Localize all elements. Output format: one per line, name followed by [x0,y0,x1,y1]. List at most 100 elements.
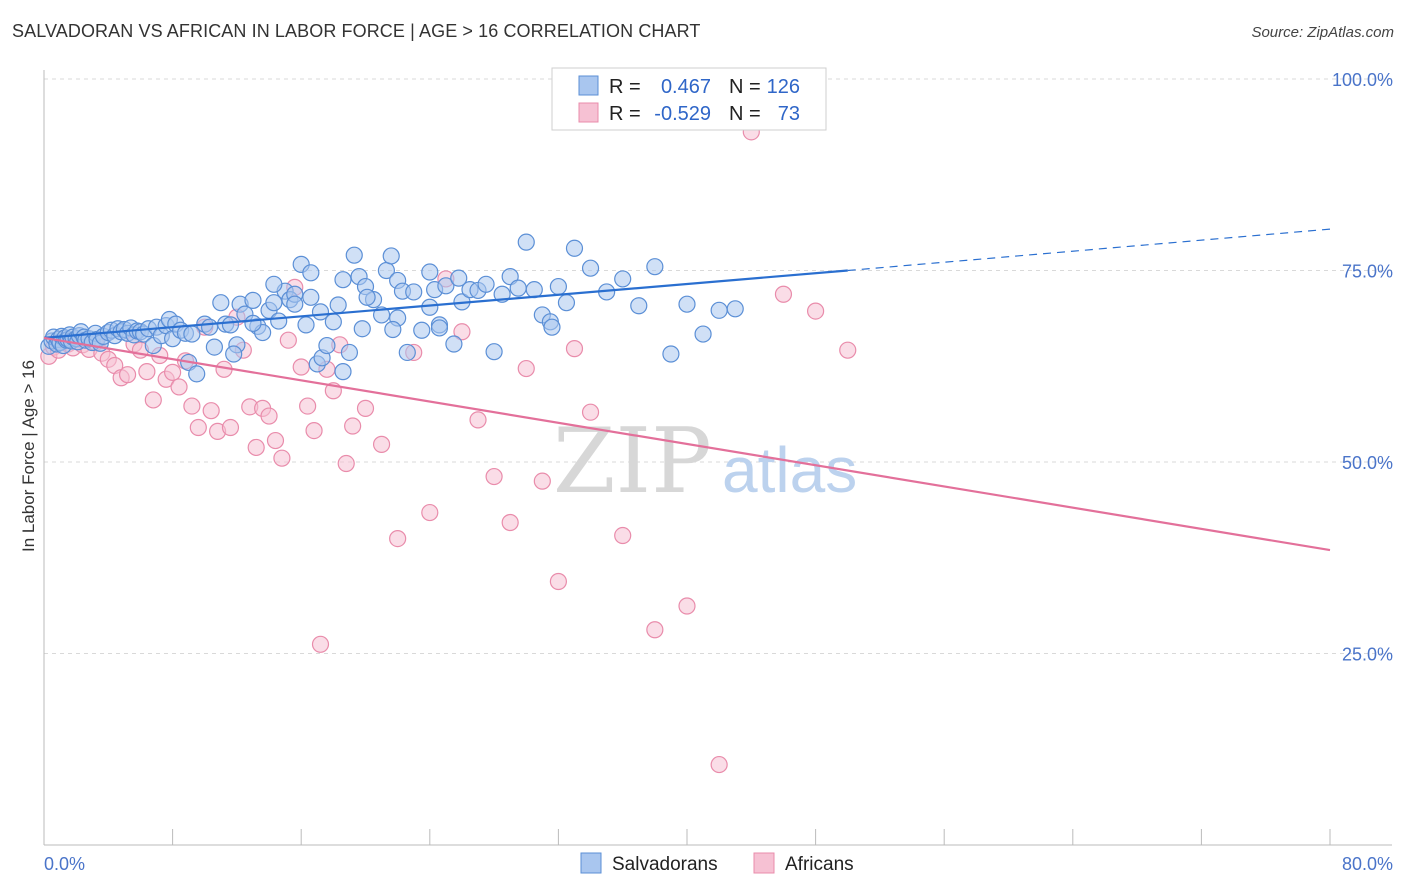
data-point-salvadorans [413,321,431,339]
y-tick-label: 75.0% [1342,262,1393,282]
data-point-salvadorans [358,288,376,306]
data-point-salvadorans [405,283,423,301]
grid-layer [44,78,1392,654]
data-point-africans [533,472,551,490]
data-point-africans [389,529,407,548]
bottom-legend-africans: Africans [785,854,854,875]
data-point-salvadorans [543,318,561,336]
stats-legend-r-label-1: R = [609,76,641,98]
data-point-salvadorans [678,295,696,313]
data-point-africans [260,407,278,425]
data-point-salvadorans [188,365,206,383]
data-point-africans [469,411,487,429]
bottom-legend-swatch-africans [753,852,775,874]
watermark: ZIP atlas [553,409,857,514]
data-point-salvadorans [334,271,352,289]
data-point-africans [305,421,323,440]
axes-layer [43,70,1392,846]
data-point-salvadorans [565,239,584,257]
chart-title: SALVADORAN VS AFRICAN IN LABOR FORCE | A… [12,21,701,41]
data-point-salvadorans [384,320,402,339]
data-point-africans [614,526,632,545]
data-point-salvadorans [340,343,359,362]
series-salvadorans [40,233,744,383]
data-point-salvadorans [382,247,400,265]
trendline-salvadorans [43,269,848,340]
data-point-africans [678,597,696,615]
data-point-africans [138,363,156,381]
bottom-legend-swatch-salvadorans [580,852,602,874]
data-point-salvadorans [200,318,219,336]
data-point-salvadorans [421,263,439,281]
stats-legend-r-label-2: R = [609,103,641,125]
stats-legend-swatch-blue [578,75,599,96]
stats-legend-n-value-2: 73 [778,103,800,125]
data-point-salvadorans [265,275,283,293]
data-point-salvadorans [353,320,371,338]
y-axis-label: In Labor Force | Age > 16 [19,360,38,552]
data-point-salvadorans [557,294,576,312]
data-point-salvadorans [311,303,330,321]
x-tick-label: 80.0% [1342,854,1393,874]
data-point-africans [646,621,664,639]
data-point-salvadorans [477,275,495,293]
data-point-africans [118,366,137,384]
data-point-salvadorans [549,277,568,296]
data-point-salvadorans [225,345,243,363]
data-point-africans [311,635,330,653]
data-point-salvadorans [630,297,648,315]
data-point-africans [774,285,793,303]
data-point-africans [164,363,182,381]
trendline-salvadorans-extension [847,228,1331,272]
data-point-salvadorans [398,343,416,362]
stats-legend-n-label-1: N = [729,76,761,98]
data-point-africans [247,438,265,457]
bottom-legend: Salvadorans Africans [580,852,854,875]
data-point-africans [581,403,600,421]
data-point-africans [372,435,391,453]
data-point-africans [421,503,439,522]
data-point-salvadorans [430,319,449,337]
data-point-salvadorans [221,316,240,334]
data-point-salvadorans [517,233,535,251]
data-point-salvadorans [212,294,230,312]
data-point-africans [337,454,355,473]
data-point-africans [356,399,375,417]
data-point-salvadorans [297,316,315,334]
data-point-salvadorans [302,288,320,306]
data-point-salvadorans [265,294,283,312]
data-point-salvadorans [345,246,363,264]
data-point-africans [299,397,317,415]
data-point-africans [806,302,825,320]
data-point-salvadorans [244,314,262,332]
ticks-layer: 25.0% 50.0% 75.0% 100.0% 0.0% 80.0% [44,70,1393,874]
stats-legend-n-label-2: N = [729,103,761,125]
stats-legend: R = 0.467 N = 126 R = -0.529 N = 73 [551,67,827,131]
data-point-africans [710,755,728,774]
data-point-africans [279,331,297,349]
data-point-salvadorans [646,258,664,276]
y-tick-label: 50.0% [1342,453,1393,473]
data-point-africans [517,359,535,378]
data-point-salvadorans [421,298,439,316]
data-point-africans [501,513,519,532]
data-point-salvadorans [662,345,680,363]
data-point-salvadorans [445,335,463,353]
stats-legend-swatch-pink [578,102,599,123]
data-point-africans [170,378,188,396]
trendline-africans [43,336,1331,552]
data-point-salvadorans [334,363,352,381]
stats-legend-r-value-1: 0.467 [661,76,711,98]
data-point-africans [839,341,857,359]
data-point-salvadorans [581,259,600,277]
data-point-salvadorans [205,338,223,356]
x-tick-label: 0.0% [44,854,85,874]
data-point-africans [189,418,207,437]
data-point-africans [292,358,310,376]
data-point-salvadorans [329,296,347,314]
data-point-salvadorans [286,295,304,313]
data-point-salvadorans [318,336,336,355]
data-point-africans [266,431,285,450]
y-tick-label: 100.0% [1332,70,1393,90]
